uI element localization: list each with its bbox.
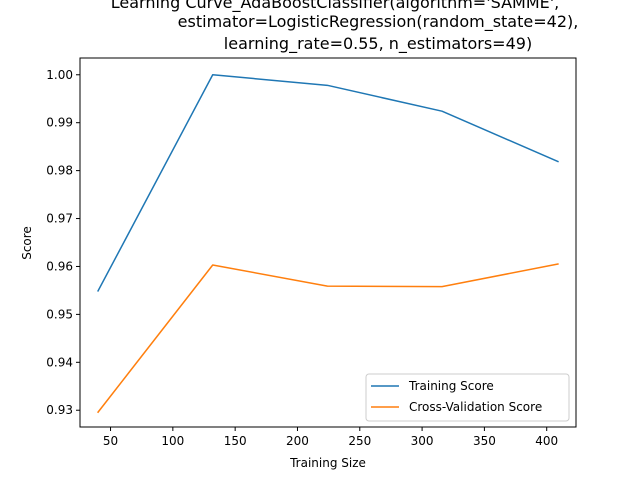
plot-area-frame [79, 57, 577, 428]
y-axis-label: Score [20, 226, 34, 260]
x-tick-label: 100 [161, 434, 184, 448]
x-tick-label: 50 [103, 434, 118, 448]
y-tick-label: 1.00 [46, 68, 73, 82]
x-tick-label: 350 [473, 434, 496, 448]
chart-title-line-1: Learning Curve_AdaBoostClassifier(algori… [111, 0, 559, 13]
legend-label-0: Training Score [408, 379, 494, 393]
legend-label-1: Cross-Validation Score [409, 400, 542, 414]
series-line-0 [97, 74, 559, 292]
data-series [97, 74, 559, 414]
legend: Training Score Cross-Validation Score [365, 373, 570, 422]
y-tick-label: 0.98 [46, 164, 73, 178]
chart-title-line-3: learning_rate=0.55, n_estimators=49) [224, 34, 532, 54]
y-tick-label: 0.96 [46, 259, 73, 273]
y-tick-label: 0.93 [46, 403, 73, 417]
y-tick-label: 0.97 [46, 212, 73, 226]
x-tick-label: 150 [224, 434, 247, 448]
x-axis-label: Training Size [289, 456, 366, 470]
y-tick-label: 0.99 [46, 116, 73, 130]
legend-box [365, 373, 570, 422]
y-tick-label: 0.94 [46, 355, 73, 369]
x-tick-label: 200 [286, 434, 309, 448]
x-tick-label: 400 [535, 434, 558, 448]
x-tick-label: 250 [348, 434, 371, 448]
chart-title: Learning Curve_AdaBoostClassifier(algori… [111, 0, 579, 54]
x-tick-label: 300 [411, 434, 434, 448]
chart-title-line-2: estimator=LogisticRegression(random_stat… [178, 12, 579, 32]
y-tick-label: 0.95 [46, 307, 73, 321]
series-line-1 [97, 263, 559, 414]
axis-ticks: 50 100 150 200 250 300 350 400 0.93 0.94 0.95 0.96 0… [46, 68, 558, 448]
